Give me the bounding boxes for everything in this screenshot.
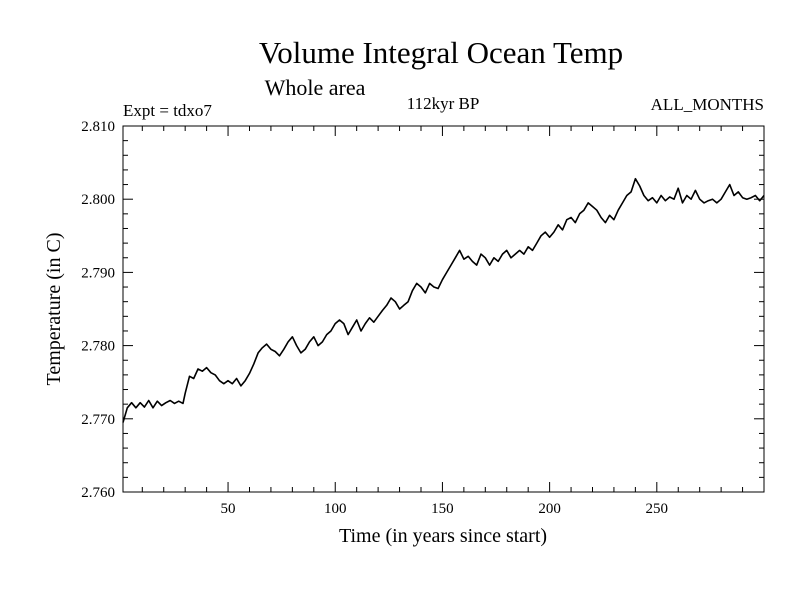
y-tick-label: 2.790 [81, 265, 115, 281]
chart-title: Volume Integral Ocean Temp [259, 35, 623, 70]
y-tick-label: 2.810 [81, 119, 115, 135]
x-tick-label: 250 [646, 501, 669, 517]
y-tick-labels: 2.760 2.770 2.780 2.790 2.800 2.810 [81, 119, 115, 501]
x-axis-label: Time (in years since start) [339, 525, 547, 547]
axis-ticks [123, 125, 764, 493]
x-tick-label: 150 [431, 501, 454, 517]
plot-frame [122, 125, 765, 493]
chart-subtitle: Whole area [265, 75, 366, 100]
experiment-label: Expt = tdxo7 [123, 101, 212, 120]
x-tick-label: 100 [324, 501, 347, 517]
y-tick-label: 2.770 [81, 412, 115, 428]
period-label: 112kyr BP [407, 94, 480, 113]
y-axis-label: Temperature (in C) [43, 233, 65, 386]
y-tick-label: 2.780 [81, 339, 115, 355]
x-tick-labels: 50 100 150 200 250 [221, 501, 669, 517]
x-tick-label: 200 [538, 501, 561, 517]
y-tick-label: 2.760 [81, 485, 115, 501]
series-line [122, 177, 765, 423]
months-label: ALL_MONTHS [651, 95, 764, 114]
y-tick-label: 2.800 [81, 192, 115, 208]
x-tick-label: 50 [221, 501, 236, 517]
